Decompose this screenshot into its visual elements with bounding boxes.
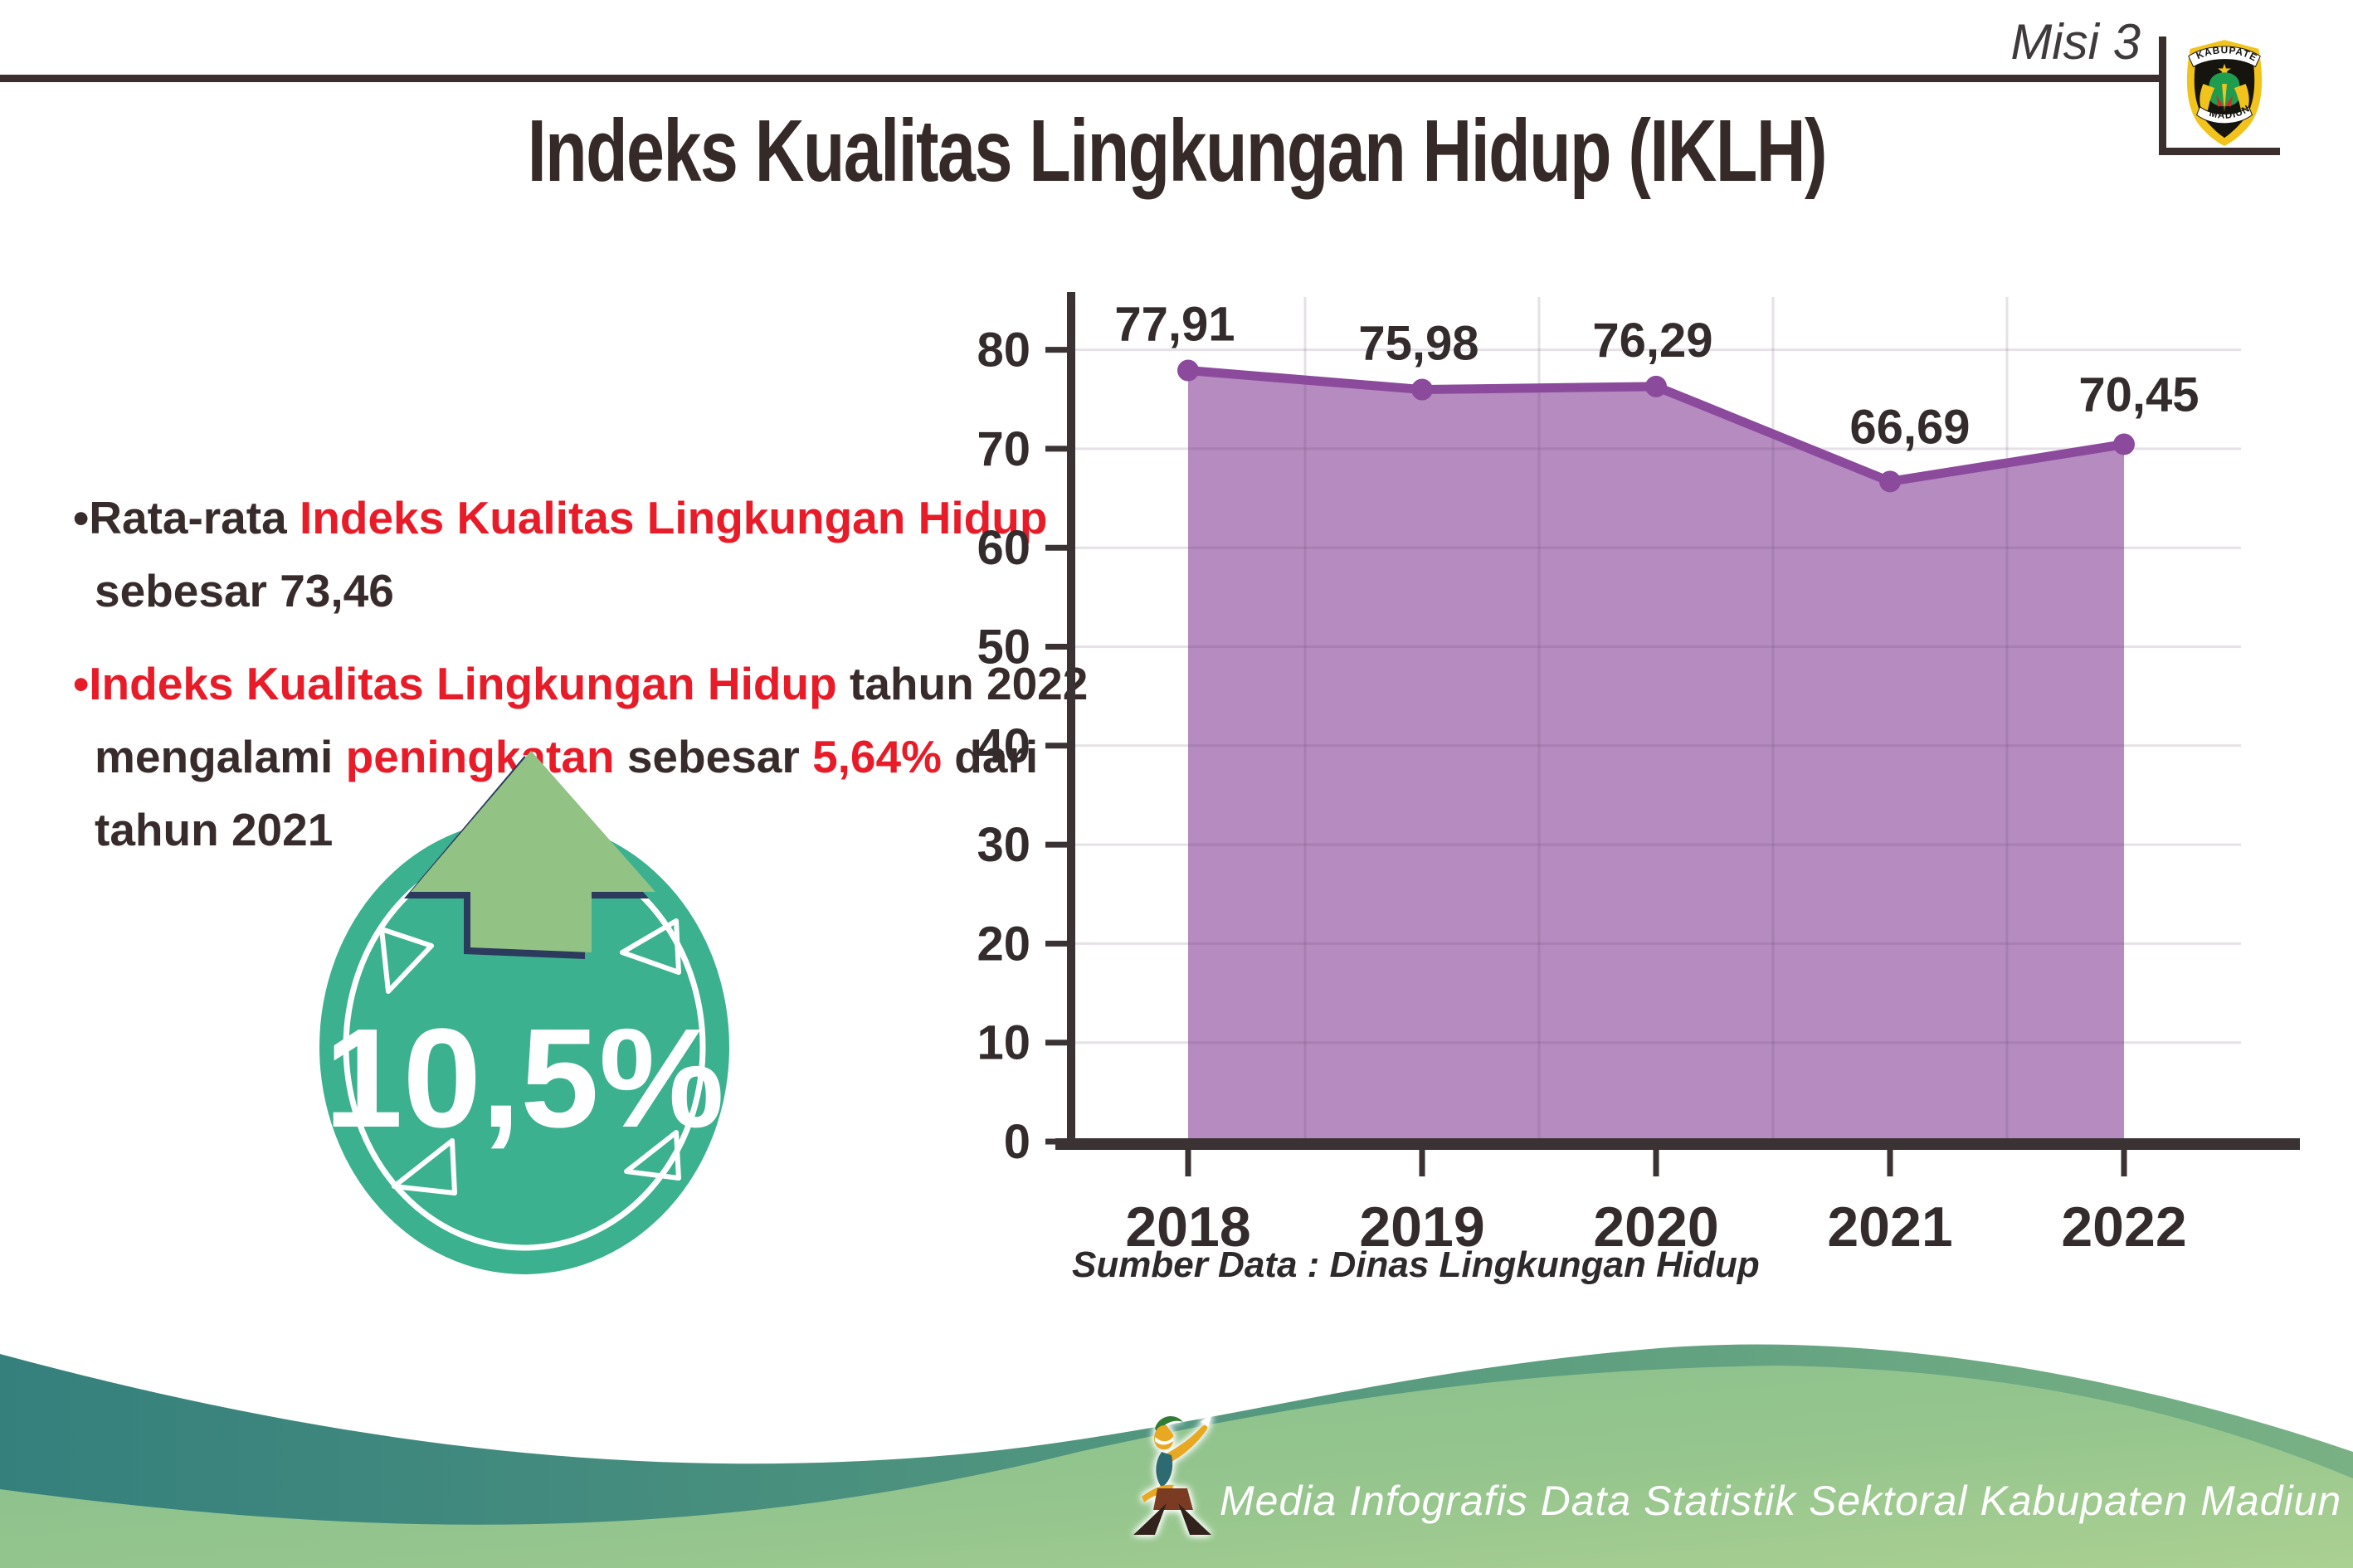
bullet-line: tahun 2021 [73, 793, 1011, 866]
y-tick-label: 50 [977, 621, 1030, 674]
badge-spark-top-left [379, 927, 434, 994]
bullet-line: •Rata-rata Indeks Kualitas Lingkungan Hi… [73, 481, 1047, 554]
mascot-leg-right [1178, 1503, 1211, 1535]
bullet-text-segment: sebesar 73,46 [95, 565, 394, 616]
summary-bullets: •Rata-rata Indeks Kualitas Lingkungan Hi… [73, 481, 1088, 886]
mission-label: Misi 3 [2010, 14, 2141, 70]
data-point [1879, 470, 1901, 493]
data-point [2113, 433, 2135, 455]
source-note: Sumber Data : Dinas Lingkungan Hidup [1072, 1244, 1760, 1285]
y-tick-label: 40 [977, 719, 1030, 773]
mascot-headband [1155, 1437, 1173, 1445]
bullet-item: •Indeks Kualitas Lingkungan Hidup tahun … [73, 647, 1088, 866]
data-label: 66,69 [1849, 400, 1970, 454]
bullet-text-segment: sebesar [614, 731, 813, 782]
mascot-skirt [1153, 1488, 1193, 1510]
badge-spark-bottom-left [392, 1138, 457, 1195]
footer-mascot-icon [1133, 1414, 1212, 1535]
x-tick-label: 2022 [2061, 1195, 2186, 1259]
bullet-text-segment: Indeks Kualitas Lingkungan Hidup [89, 658, 837, 709]
mascot-cap [1155, 1416, 1183, 1434]
crest-red-right [2225, 95, 2233, 107]
y-tick-label: 0 [1004, 1115, 1030, 1169]
header-rule [0, 75, 2159, 82]
crest-star-icon [2218, 63, 2231, 77]
mascot-arm-raised [1167, 1424, 1208, 1462]
bullet-text-segment: tahun 2021 [95, 804, 334, 855]
footer-caption: Media Infografis Data Statistik Sektoral… [1220, 1478, 2353, 1524]
mascot-hand-flag [1201, 1414, 1212, 1427]
data-point [1411, 378, 1433, 401]
bullet-line: mengalami peningkatan sebesar 5,64% dari [73, 720, 1038, 793]
x-tick-label: 2020 [1593, 1195, 1718, 1259]
badge-spark-top-right [620, 918, 681, 975]
crest-trunk [2222, 84, 2227, 112]
data-label: 70,45 [2078, 368, 2199, 422]
footer-green-dome [0, 1366, 2353, 1568]
data-point [1645, 375, 1667, 397]
x-tick-label: 2021 [1827, 1195, 1952, 1259]
crest-red-left [2216, 95, 2224, 107]
badge-circle [319, 820, 729, 1274]
badge-spark-bottom-right [624, 1130, 681, 1181]
bullet-line: sebesar 73,46 [73, 554, 1011, 627]
data-point [1177, 359, 1199, 382]
bullet-text-segment: peningkatan [345, 731, 615, 782]
bullet-text-segment: •Rata-rata [73, 492, 300, 543]
x-tick-label: 2019 [1359, 1195, 1484, 1259]
area-fill [1188, 370, 2124, 1142]
y-tick-label: 30 [977, 818, 1030, 872]
bullet-text-segment: mengalami [95, 731, 346, 782]
bullet-text-segment: dari [942, 731, 1039, 782]
data-label: 75,98 [1358, 317, 1479, 371]
bullet-text-segment: 5,64% [812, 731, 943, 782]
data-label: 77,91 [1114, 298, 1235, 352]
y-tick-label: 60 [977, 521, 1030, 575]
y-tick-label: 80 [977, 324, 1030, 377]
bullet-line: •Indeks Kualitas Lingkungan Hidup tahun … [73, 647, 1088, 720]
y-tick-label: 10 [977, 1016, 1030, 1070]
kabupaten-madiun-crest: KABUPATEN MADIUN [2175, 37, 2263, 146]
increase-badge: 10,5% [319, 751, 729, 1274]
y-tick-label: 70 [977, 422, 1030, 476]
badge-value: 10,5% [324, 1000, 724, 1157]
page-title: Indeks Kualitas Lingkungan Hidup (IKLH) [527, 102, 1827, 200]
bullet-item: •Rata-rata Indeks Kualitas Lingkungan Hi… [73, 481, 1047, 627]
logo-frame-vertical [2159, 37, 2166, 154]
data-label: 76,29 [1592, 314, 1712, 368]
logo-frame-horizontal [2159, 148, 2280, 155]
x-tick-label: 2018 [1125, 1195, 1250, 1259]
bullet-text-segment: • [73, 658, 90, 709]
mascot-torso [1156, 1452, 1173, 1488]
bullet-text-segment: Indeks Kualitas Lingkungan Hidup [299, 492, 1048, 543]
mascot-leg-left [1133, 1503, 1167, 1535]
y-tick-label: 20 [977, 917, 1030, 971]
up-arrow-icon [411, 751, 655, 952]
bullet-text-segment: tahun 2022 [836, 658, 1089, 709]
